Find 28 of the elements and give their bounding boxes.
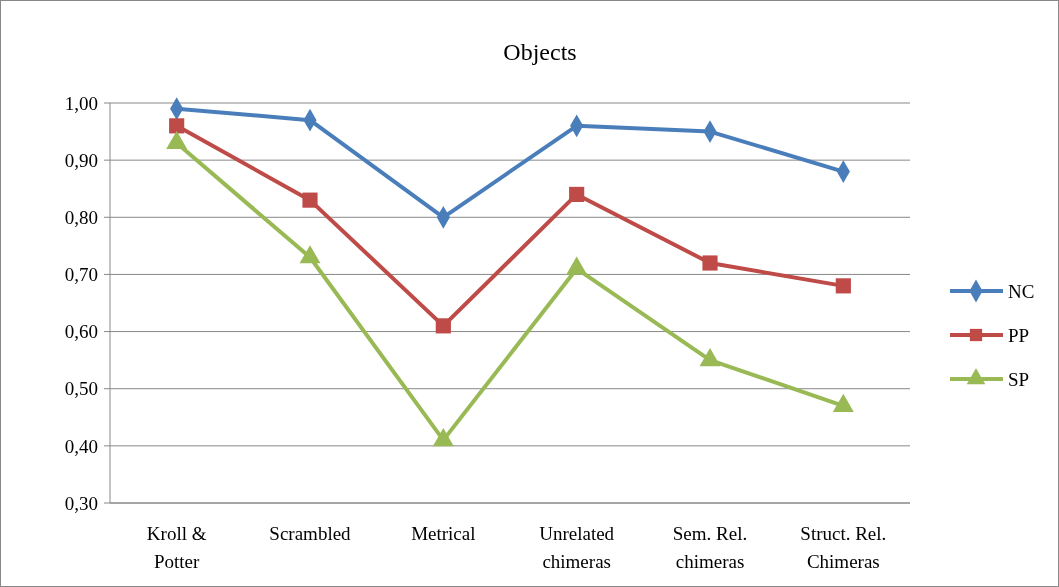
point (835, 278, 851, 294)
point (702, 255, 718, 271)
y-tick-label: 1,00 (64, 92, 98, 114)
point (699, 348, 721, 367)
point (832, 393, 854, 412)
point (169, 118, 185, 134)
point (299, 245, 321, 264)
legend-label: NC (1008, 280, 1035, 302)
point (432, 428, 454, 447)
y-tick-label: 0,40 (64, 435, 98, 457)
point (435, 318, 451, 334)
x-tick-label: Kroll & Potter (146, 523, 207, 572)
x-tick-label: Unrelated chimeras (539, 523, 615, 572)
x-tick-label: Sem. Rel. chimeras (672, 523, 748, 572)
x-tick-label: Struct. Rel. Chimeras (800, 523, 887, 572)
y-tick-label: 0,70 (64, 264, 98, 286)
x-tick-label: Scrambled (269, 523, 352, 544)
y-tick-label: 0,30 (64, 492, 98, 514)
y-tick-label: 0,90 (64, 149, 98, 171)
y-tick-label: 0,50 (64, 378, 98, 400)
y-tick-label: 0,80 (64, 206, 98, 228)
chart-title: Objects (503, 39, 577, 65)
point (302, 192, 318, 208)
y-tick-label: 0,60 (64, 321, 98, 343)
legend-label: PP (1008, 324, 1030, 346)
legend-label: SP (1008, 368, 1030, 390)
point (569, 186, 585, 203)
x-tick-label: Metrical (411, 523, 476, 544)
